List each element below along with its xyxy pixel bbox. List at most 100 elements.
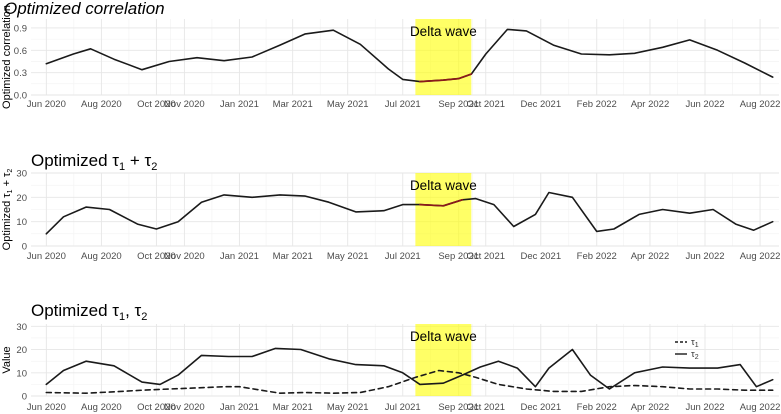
x-tick-label: Aug 2020 [81,99,122,110]
x-tick-label: Jun 2020 [27,251,66,262]
x-tick-label: Nov 2020 [164,99,205,110]
x-tick-label: Mar 2021 [273,251,313,262]
x-tick-label: May 2021 [327,251,369,262]
subscript: 2 [7,169,14,173]
x-tick-label: Feb 2022 [577,402,617,413]
text-part: Optimized [31,301,112,320]
chart-title: Optimized τ1 + τ2 [31,151,157,173]
y-tick-label: 10 [16,217,27,228]
x-tick-label: Jul 2021 [385,251,421,262]
x-tick-label: Jul 2021 [385,99,421,110]
x-tick-label: Jun 2022 [685,99,724,110]
y-axis-label: Optimized τ1 + τ2 [1,169,14,251]
x-tick-label: Feb 2022 [577,99,617,110]
y-tick-label: 0.6 [14,46,27,57]
x-tick-label: Aug 2022 [740,99,781,110]
math-symbol: τ [112,301,119,320]
y-axis-label: Optimized correlation [1,5,13,109]
y-tick-label: 0.9 [14,23,27,34]
x-tick-label: Jan 2021 [220,99,259,110]
y-tick-label: 20 [16,193,27,204]
x-tick-label: May 2021 [327,402,369,413]
legend-label: τ1 [691,337,699,349]
text-part: Optimized [31,151,112,170]
x-tick-label: Jun 2020 [27,402,66,413]
panel-1: Delta wave 0.0 0.3 0.6 0.9 Jun 2020 Aug 2020 Oc… [1,0,780,110]
x-tick-label: Dec 2021 [520,402,561,413]
x-tick-label: Apr 2022 [631,402,670,413]
math-symbol: + [125,151,144,170]
chart-title: Optimized τ1, τ2 [31,301,147,323]
delta-wave-band [415,19,472,95]
series-highlight [419,73,473,83]
x-tick-label: Oct 2020 [137,402,176,413]
subscript: 1 [119,311,125,323]
y-tick-label: 0.0 [14,91,27,102]
x-tick-label: Apr 2022 [631,99,670,110]
math-symbol: , [125,301,134,320]
subscript: 1 [119,161,125,173]
y-axis-label: Value [1,346,13,373]
x-tick-label: Apr 2022 [631,251,670,262]
x-tick-label: Aug 2022 [740,402,781,413]
x-tick-label: Nov 2020 [164,402,205,413]
delta-wave-label: Delta wave [410,178,477,193]
x-tick-label: Aug 2020 [81,402,122,413]
subscript: 1 [695,342,699,349]
math-symbol: τ [691,337,695,348]
math-symbol: + [1,177,13,190]
delta-wave-label: Delta wave [410,329,477,344]
x-tick-label: Mar 2021 [273,402,313,413]
x-tick-label: Sep 2021 [438,251,479,262]
subscript: 2 [151,161,157,173]
x-tick-label: Jun 2022 [685,402,724,413]
math-symbol: τ [1,172,13,177]
series-line-2 [45,347,774,390]
subscript: 2 [141,311,147,323]
x-tick-label: Dec 2021 [520,99,561,110]
math-symbol: τ [1,193,13,198]
math-symbol: τ [112,151,119,170]
y-tick-label: 10 [16,368,27,379]
chart-title: Optimized correlation [4,0,165,18]
x-tick-label: Aug 2022 [740,251,781,262]
text-part: Optimized [1,198,13,251]
x-tick-label: Oct 2020 [137,99,176,110]
math-symbol: τ [135,301,142,320]
delta-wave-label: Delta wave [410,24,477,39]
series-highlight [419,198,464,207]
legend-label: τ2 [691,349,699,361]
x-tick-label: Oct 2021 [466,402,505,413]
x-tick-label: May 2021 [327,99,369,110]
x-tick-label: Sep 2021 [438,99,479,110]
x-tick-label: Aug 2020 [81,251,122,262]
y-tick-label: 30 [16,169,27,180]
subscript: 2 [695,354,699,361]
x-tick-label: Jun 2022 [685,251,724,262]
series-line-1 [45,369,774,395]
y-tick-label: 30 [16,322,27,333]
x-tick-label: Jul 2021 [385,402,421,413]
series-line-1 [45,191,774,235]
subscript: 1 [7,189,14,193]
y-tick-label: 0 [22,242,27,253]
x-tick-label: Jan 2021 [220,251,259,262]
x-tick-label: Nov 2020 [164,251,205,262]
x-tick-label: Feb 2022 [577,251,617,262]
x-tick-label: Oct 2020 [137,251,176,262]
x-tick-label: Jan 2021 [220,402,259,413]
y-tick-label: 0 [22,392,27,403]
delta-wave-band [415,173,472,246]
math-symbol: τ [691,349,695,360]
math-symbol: τ [144,151,151,170]
x-tick-label: Sep 2021 [438,402,479,413]
y-tick-label: 0.3 [14,68,27,79]
panel-2: Delta wave 0 10 20 30 Jun 2020 Aug 2020 Oct 202… [1,151,780,262]
x-tick-label: Oct 2021 [466,99,505,110]
x-tick-label: Oct 2021 [466,251,505,262]
panel-3: Delta wave 0 10 20 30 Jun 2020 Aug 2020 Oct 202… [1,301,780,413]
x-tick-label: Mar 2021 [273,99,313,110]
x-tick-label: Jun 2020 [27,99,66,110]
